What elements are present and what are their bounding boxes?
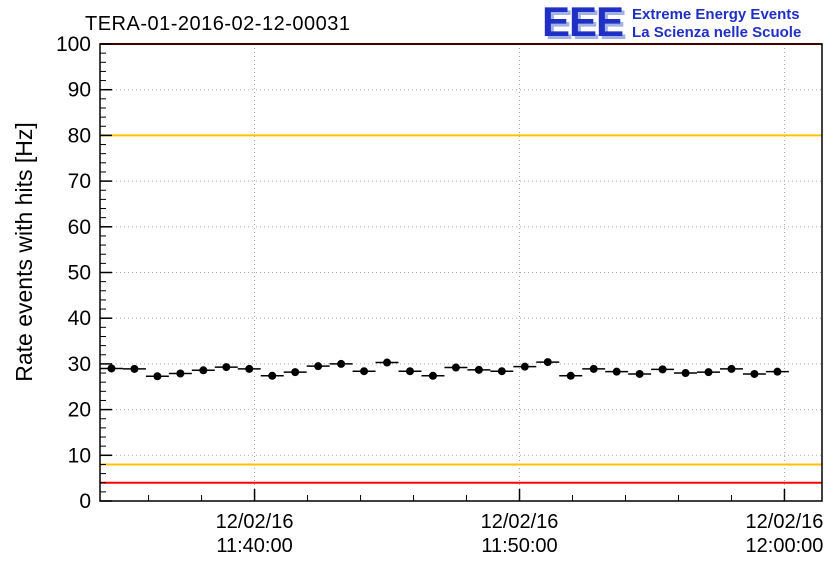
svg-text:12/02/16: 12/02/16 — [746, 511, 824, 533]
svg-text:11:40:00: 11:40:00 — [216, 535, 292, 557]
svg-text:0: 0 — [79, 490, 91, 513]
eee-logo: EEE Extreme Energy Events La Scienza nel… — [542, 0, 801, 45]
svg-text:20: 20 — [68, 399, 91, 422]
svg-text:12:00:00: 12:00:00 — [746, 535, 824, 557]
logo-line-1: Extreme Energy Events — [632, 6, 800, 23]
svg-text:12/02/16: 12/02/16 — [216, 511, 294, 533]
svg-text:40: 40 — [68, 307, 91, 330]
logo-line-2: La Scienza nelle Scuole — [632, 24, 802, 41]
svg-text:80: 80 — [68, 124, 91, 147]
chart-title: TERA-01-2016-02-12-00031 — [85, 13, 351, 35]
svg-text:60: 60 — [68, 216, 91, 239]
svg-text:50: 50 — [68, 262, 91, 285]
svg-text:12/02/16: 12/02/16 — [481, 511, 559, 533]
eee-logo-text: EEE — [542, 0, 624, 45]
svg-text:10: 10 — [68, 444, 91, 467]
svg-text:90: 90 — [68, 79, 91, 102]
svg-text:100: 100 — [56, 33, 91, 56]
svg-text:70: 70 — [68, 170, 91, 193]
y-axis-label: Rate events with hits [Hz] — [11, 122, 37, 382]
eee-logo-caption: Extreme Energy Events La Scienza nelle S… — [632, 2, 801, 42]
svg-text:30: 30 — [68, 353, 91, 376]
svg-text:11:50:00: 11:50:00 — [481, 535, 557, 557]
